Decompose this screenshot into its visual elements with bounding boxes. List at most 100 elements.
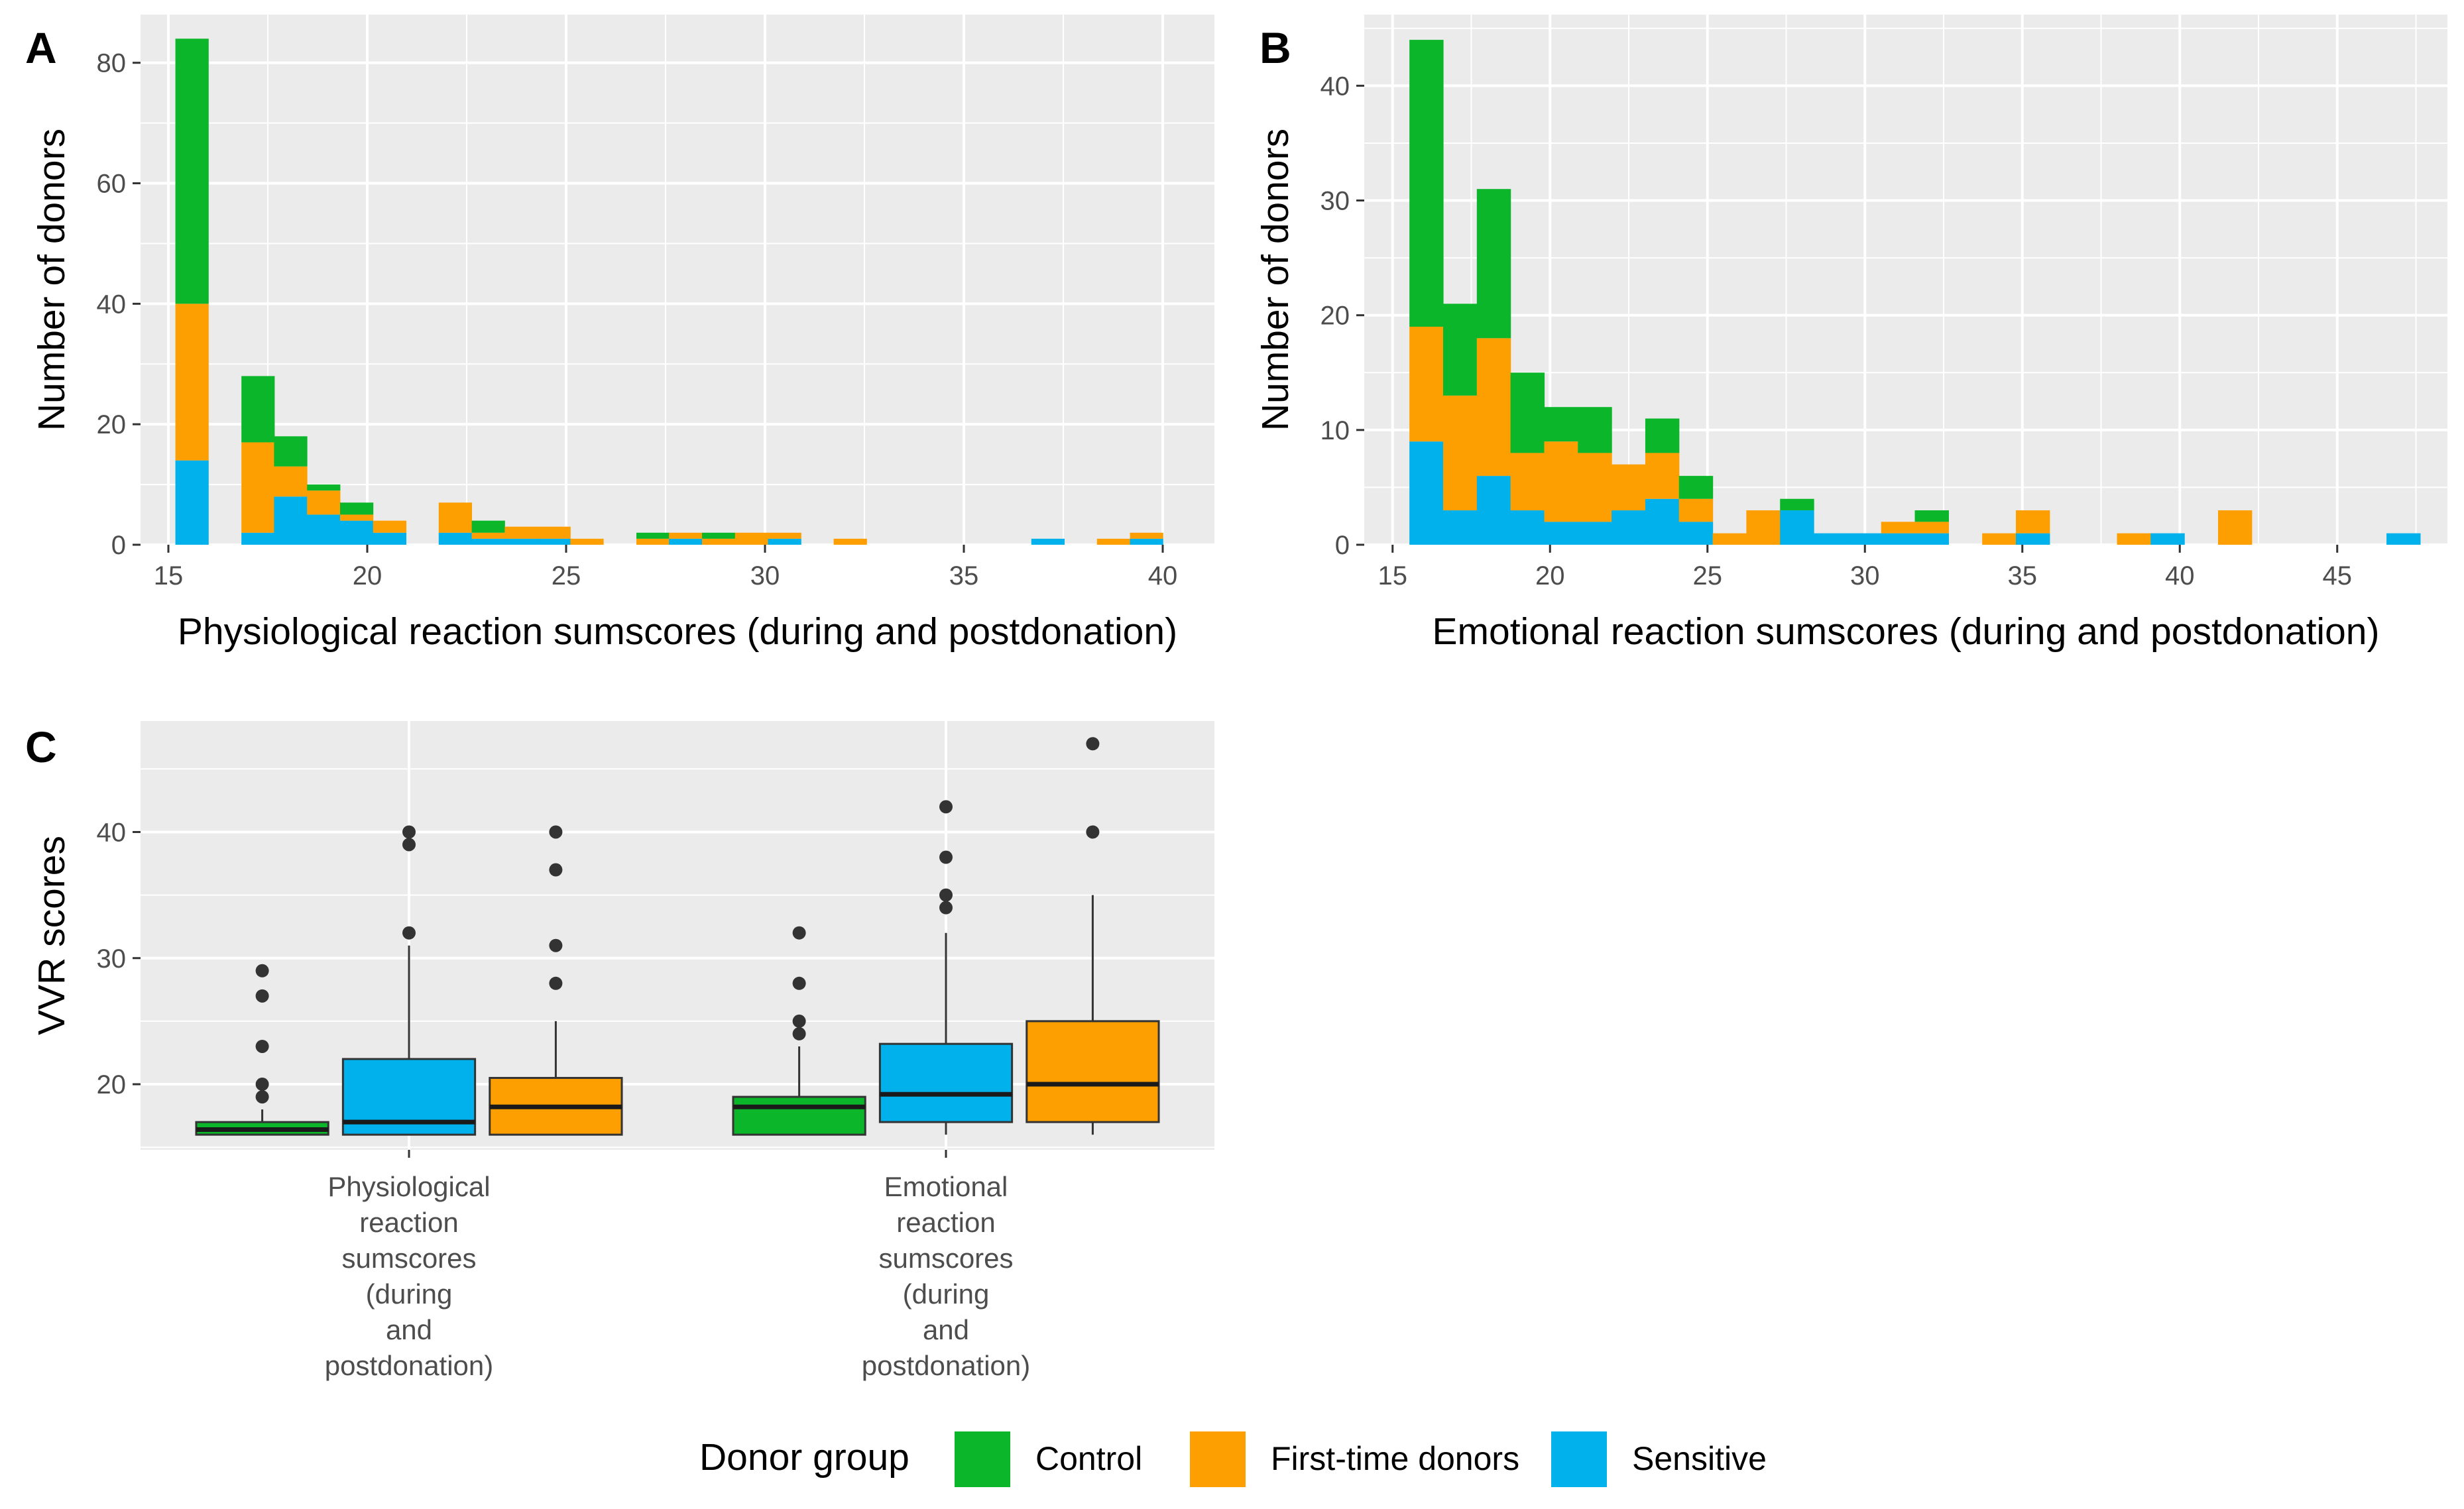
bar-sensitive-bin-0 [175, 460, 209, 545]
outlier-point-control [255, 1039, 269, 1053]
x-tick-label: 15 [154, 561, 184, 590]
bar-control-bin-11 [1780, 498, 1814, 511]
outlier-point-sensitive [402, 926, 416, 940]
bar-first-time-donors-bin-10 [1746, 510, 1781, 545]
bar-sensitive-bin-5 [373, 532, 407, 545]
bar-sensitive-bin-3 [307, 514, 341, 545]
bar-sensitive-bin-5 [1578, 522, 1612, 545]
bar-first-time-donors-bin-19 [1130, 532, 1163, 539]
bar-control-bin-8 [1678, 476, 1714, 499]
bar-first-time-donors-bin-11 [636, 538, 670, 545]
x-tick-label: 25 [552, 561, 581, 590]
y-tick-label: 10 [1320, 416, 1350, 445]
outlier-point-first-time-donors [549, 863, 563, 877]
bar-sensitive-bin-19 [1130, 538, 1163, 545]
bar-first-time-donors-bin-2 [274, 466, 308, 497]
histogram-panel-A: 15 20 25 30 35 40 0 20 40 60 80 Physiological react… [30, 15, 1214, 653]
x-category-label-line: postdonation) [862, 1350, 1031, 1381]
bar-first-time-donors-bin-0 [175, 304, 209, 461]
outlier-point-first-time-donors [549, 938, 563, 952]
bar-first-time-donors-bin-16 [833, 538, 867, 545]
bar-sensitive-bin-12 [669, 538, 703, 545]
bar-sensitive-bin-15 [1914, 533, 1949, 545]
outlier-point-control [255, 1078, 269, 1091]
bar-first-time-donors-bin-4 [339, 514, 374, 521]
bar-sensitive-bin-0 [1409, 441, 1444, 545]
x-tick-label: 20 [353, 561, 382, 590]
bar-sensitive-bin-11 [1780, 510, 1814, 545]
outlier-point-first-time-donors [549, 825, 563, 839]
boxplot-panel-C: 20 30 40 Physiological reaction sumscores (dur… [30, 721, 1214, 1381]
outlier-point-sensitive [939, 888, 953, 902]
bar-sensitive-bin-2 [274, 496, 308, 545]
x-category-label-line: sumscores [341, 1243, 476, 1274]
bar-sensitive-bin-12 [1814, 533, 1848, 545]
x-tick-label: 30 [750, 561, 780, 590]
bar-control-bin-0 [1409, 40, 1444, 327]
bar-sensitive-bin-9 [537, 538, 571, 545]
y-tick-label: 0 [1335, 531, 1350, 560]
outlier-point-control [792, 1027, 806, 1040]
bar-control-bin-0 [175, 38, 209, 304]
bar-control-bin-13 [701, 532, 736, 539]
bar-first-time-donors-bin-15 [1914, 522, 1949, 533]
x-category-label-line: reaction [896, 1207, 995, 1238]
outlier-point-control [255, 1090, 269, 1104]
bar-first-time-donors-bin-3 [1510, 453, 1545, 511]
outlier-point-first-time-donors [1086, 825, 1100, 839]
x-category-label-line: Physiological [327, 1171, 490, 1202]
bar-first-time-donors-bin-5 [1578, 453, 1612, 522]
bar-control-bin-1 [241, 376, 275, 443]
x-tick-label: 45 [2323, 561, 2353, 590]
bar-first-time-donors-bin-9 [1712, 533, 1747, 545]
bar-control-bin-1 [1442, 304, 1478, 396]
y-tick-label: 30 [97, 944, 127, 974]
x-category-label-line: Emotional [884, 1171, 1008, 1202]
bar-control-bin-7 [1645, 418, 1680, 453]
x-tick-label: 30 [1850, 561, 1880, 590]
outlier-point-control [792, 926, 806, 940]
y-tick-label: 40 [97, 818, 127, 847]
panel-tag-A: A [25, 23, 57, 72]
y-tick-label: 20 [97, 1070, 127, 1099]
y-tick-label: 20 [1320, 302, 1350, 331]
x-category-label-line: (during [366, 1278, 453, 1310]
bar-first-time-donors-bin-1 [241, 442, 275, 533]
bar-first-time-donors-bin-6 [438, 502, 473, 533]
bar-sensitive-bin-13 [1847, 533, 1882, 545]
y-tick-label: 0 [111, 531, 126, 560]
bar-first-time-donors-bin-10 [570, 538, 604, 545]
bar-sensitive-bin-15 [768, 538, 801, 545]
bar-sensitive-bin-6 [438, 532, 473, 545]
outlier-point-control [792, 1014, 806, 1028]
bar-sensitive-bin-19 [2150, 533, 2185, 545]
outlier-point-control [792, 976, 806, 990]
bar-first-time-donors-bin-12 [669, 532, 703, 539]
box-sensitive [878, 1042, 1014, 1123]
bar-sensitive-bin-17 [2016, 533, 2050, 545]
bar-first-time-donors-bin-17 [2016, 510, 2050, 533]
bar-control-bin-4 [339, 502, 374, 515]
bar-first-time-donors-bin-2 [1476, 338, 1511, 476]
bar-first-time-donors-bin-8 [504, 526, 538, 539]
bar-sensitive-bin-7 [471, 538, 505, 545]
x-tick-label: 40 [1148, 561, 1178, 590]
bar-first-time-donors-bin-3 [307, 490, 341, 515]
bar-first-time-donors-bin-15 [768, 532, 801, 539]
outlier-point-sensitive [939, 901, 953, 915]
x-tick-label: 15 [1378, 561, 1408, 590]
outlier-point-sensitive [402, 825, 416, 839]
bar-sensitive-bin-1 [1442, 510, 1478, 545]
y-tick-label: 40 [1320, 72, 1350, 101]
bar-sensitive-bin-6 [1612, 510, 1646, 545]
x-category-label-line: reaction [359, 1207, 458, 1238]
legend-label: Sensitive [1632, 1440, 1767, 1477]
outlier-point-control [255, 989, 269, 1003]
legend-title: Donor group [699, 1436, 909, 1479]
bar-first-time-donors-bin-0 [1409, 326, 1444, 442]
x-category-label-line: and [386, 1314, 432, 1345]
bar-sensitive-bin-3 [1510, 510, 1545, 545]
x-category-label-line: postdonation) [325, 1350, 494, 1381]
outlier-point-control [255, 964, 269, 978]
x-category-label-line: sumscores [878, 1243, 1013, 1274]
